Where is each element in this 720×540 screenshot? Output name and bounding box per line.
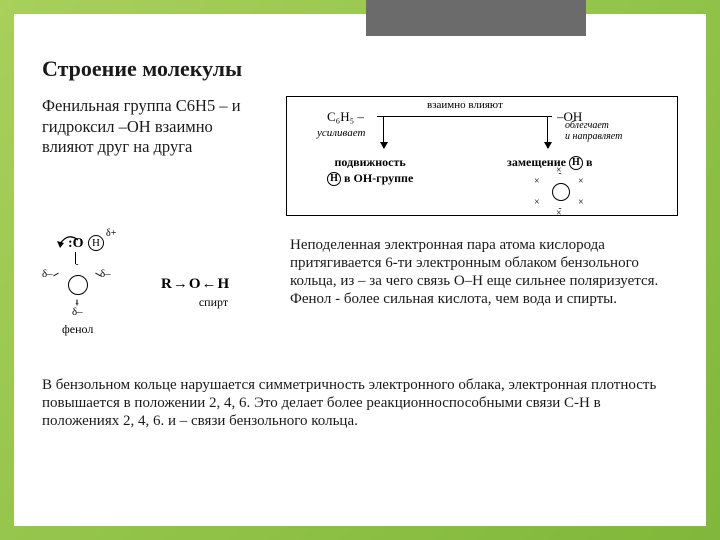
ring-circle (552, 183, 570, 201)
scheme-top-label: взаимно влияют (427, 99, 503, 111)
scheme-hline (377, 116, 552, 117)
phenol-bond (75, 252, 76, 264)
label-strengthen: усиливает (317, 127, 365, 139)
arrow-left-down (383, 116, 384, 148)
scheme-right-bottom: замещение H в (507, 155, 592, 170)
slide-title: Строение молекулы (42, 56, 678, 82)
formula-phenyl: C₆H₅ – (327, 109, 364, 125)
x2: × (534, 176, 540, 187)
x6: × (556, 208, 562, 219)
mobility-label: подвижность (335, 155, 406, 169)
substitution-suffix: в (583, 155, 592, 169)
mid-paragraph: Неподеленная электронная пара атома кисл… (290, 236, 678, 308)
dash1 (53, 273, 59, 277)
phenol-ring (57, 264, 97, 304)
x4: × (534, 197, 540, 208)
phenol-structure: :O H δ+ δ– δ– δ– фенол (42, 236, 137, 356)
delta-plus: δ+ (106, 228, 116, 239)
label-right-l2: и направляет (565, 131, 622, 142)
curved-arrow-icon (56, 234, 84, 252)
phenol-label: фенол (62, 322, 93, 337)
x5: × (578, 197, 584, 208)
dminus-3: δ– (72, 306, 83, 318)
influence-scheme: C₆H₅ – взаимно влияют –OH усиливает обле… (286, 96, 678, 216)
phenol-h-circled: H (88, 235, 104, 251)
x1: × (556, 165, 562, 176)
bottom-paragraph: В бензольном кольце нарушается симметрич… (42, 376, 678, 430)
arrow-right-down (547, 116, 548, 148)
dminus-1: δ– (42, 268, 53, 280)
dash3 (77, 300, 78, 306)
alcohol-structure: R→O←H спирт (161, 276, 266, 310)
intro-text: Фенильная группа С6Н5 – и гидроксил –ОН … (42, 96, 268, 158)
oh-group-label: в ОН-группе (341, 171, 413, 185)
x3: × (578, 176, 584, 187)
scheme-left-bottom: подвижность H в ОН-группе (327, 155, 413, 186)
phenol-ring-inner (68, 275, 88, 295)
decorative-tab (366, 0, 586, 36)
top-row: Фенильная группа С6Н5 – и гидроксил –ОН … (42, 96, 678, 216)
label-right-l1: облегчает (565, 120, 609, 131)
circled-h-right: H (569, 156, 583, 170)
slide: Строение молекулы Фенильная группа С6Н5 … (14, 14, 706, 526)
label-right-arrow: облегчает и направляет (565, 121, 622, 142)
alcohol-formula: R→O←H (161, 276, 266, 293)
dminus-2: δ– (100, 268, 111, 280)
mid-row: :O H δ+ δ– δ– δ– фенол R→O←H спирт Неп (42, 236, 678, 356)
alcohol-label: спирт (161, 295, 266, 310)
ring-hex (542, 173, 578, 209)
circled-h-left: H (327, 172, 341, 186)
